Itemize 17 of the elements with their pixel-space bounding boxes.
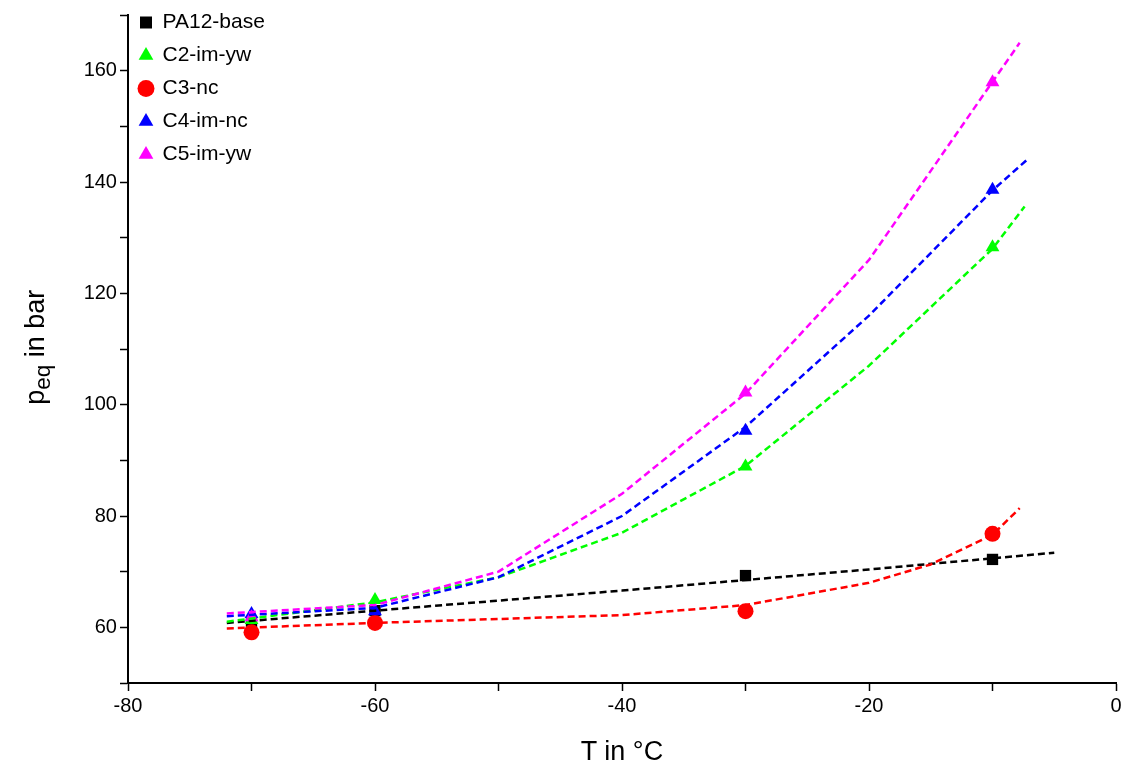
legend-label: C4-im-nc [162,108,248,132]
y-tick-label: 80 [94,503,117,526]
x-tick-label: -20 [854,693,884,716]
x-tick-label: 0 [1110,693,1122,716]
legend-label: C3-nc [162,75,219,99]
y-tick-label: 140 [83,169,117,192]
legend-label: C5-im-yw [162,141,252,165]
x-axis-title: T in °C [579,736,665,767]
legend-label: C2-im-yw [162,42,252,66]
y-tick-label: 100 [83,392,117,415]
x-tick-label: -80 [113,693,143,716]
y-tick-label: 120 [83,280,117,303]
y-tick-label: 160 [83,58,117,81]
x-tick-label: -60 [360,693,390,716]
x-tick-label: -40 [607,693,637,716]
legend-label: PA12-base [162,9,265,33]
y-tick-label: 60 [94,614,117,637]
